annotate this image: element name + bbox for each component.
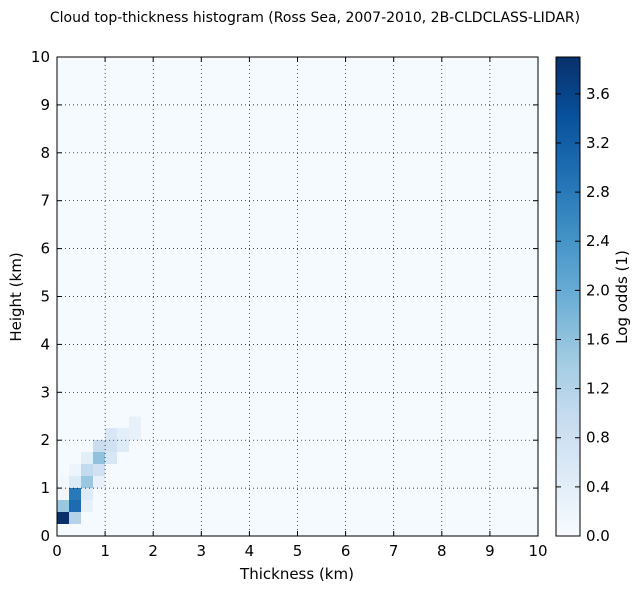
x-tick-label: 7: [389, 542, 399, 560]
y-tick-label: 5: [40, 288, 50, 306]
x-tick-label: 2: [148, 542, 158, 560]
colorbar-tick-label: 1.6: [586, 330, 610, 348]
colorbar-tick-label: 0.8: [586, 429, 610, 447]
y-tick-label: 0: [40, 527, 50, 545]
heatmap-cell: [81, 464, 94, 477]
heatmap-cell: [129, 416, 142, 429]
x-tick-label: 5: [293, 542, 303, 560]
x-axis-ticks: 0 1 2 3 4 5 6 7 8 9 10: [52, 57, 548, 560]
heatmap-cell: [69, 464, 82, 477]
y-tick-label: 7: [40, 192, 50, 210]
heatmap-cell: [93, 464, 106, 477]
y-tick-label: 8: [40, 144, 50, 162]
x-tick-label: 1: [100, 542, 110, 560]
colorbar-tick-label: 2.0: [586, 281, 610, 299]
heatmap-cell: [81, 452, 94, 465]
heatmap-cell: [105, 428, 118, 441]
y-tick-label: 10: [31, 48, 50, 66]
colorbar-label: Log odds (1): [613, 250, 631, 344]
colorbar-tick-label: 2.4: [586, 232, 610, 250]
colorbar-tick-label: 2.8: [586, 183, 610, 201]
heatmap-cell: [105, 452, 118, 465]
colorbar-tick-label: 0.4: [586, 478, 610, 496]
heatmap-cell: [69, 512, 82, 525]
x-tick-label: 6: [341, 542, 351, 560]
y-tick-label: 1: [40, 479, 50, 497]
grid-lines: [57, 57, 538, 536]
heatmap-cell: [69, 488, 82, 501]
heatmap-cell: [57, 476, 70, 489]
heatmap-cell: [93, 440, 106, 453]
y-tick-label: 3: [40, 383, 50, 401]
colorbar-tick-label: 1.2: [586, 380, 610, 398]
colorbar-tick-label: 0.0: [586, 527, 610, 545]
y-tick-label: 4: [40, 335, 50, 353]
heatmap-cell: [57, 500, 70, 513]
heatmap-cell: [93, 476, 106, 489]
heatmap-cell: [69, 476, 82, 489]
heatmap-cell: [81, 476, 94, 489]
x-tick-label: 4: [245, 542, 255, 560]
y-axis-label: Height (km): [7, 252, 25, 341]
y-tick-label: 2: [40, 431, 50, 449]
y-tick-label: 6: [40, 240, 50, 258]
chart-title: Cloud top-thickness histogram (Ross Sea,…: [50, 10, 580, 26]
y-tick-label: 9: [40, 96, 50, 114]
x-tick-label: 3: [197, 542, 207, 560]
y-axis-ticks: 0 1 2 3 4 5 6 7 8 9 10: [31, 48, 538, 545]
colorbar: [555, 56, 581, 537]
heatmap-cell: [81, 488, 94, 501]
x-tick-label: 8: [437, 542, 447, 560]
heatmap-cell: [129, 428, 142, 441]
heatmap-cell: [69, 500, 82, 513]
x-tick-label: 9: [485, 542, 495, 560]
colorbar-tick-label: 3.2: [586, 134, 610, 152]
heatmap-cell: [117, 428, 130, 441]
colorbar-ticks: 0.0 0.4 0.8 1.2 1.6 2.0 2.4 2.8 3.2 3.6: [556, 85, 610, 545]
x-tick-label: 10: [528, 542, 547, 560]
colorbar-tick-label: 3.6: [586, 85, 610, 103]
heatmap-cell: [105, 440, 118, 453]
heatmap-cell: [57, 512, 70, 525]
heatmap-cell: [57, 488, 70, 501]
heatmap-cell: [93, 452, 106, 465]
x-axis-label: Thickness (km): [239, 565, 354, 583]
heatmap-cell: [117, 440, 130, 453]
heatmap-cell: [81, 500, 94, 513]
x-tick-label: 0: [52, 542, 62, 560]
